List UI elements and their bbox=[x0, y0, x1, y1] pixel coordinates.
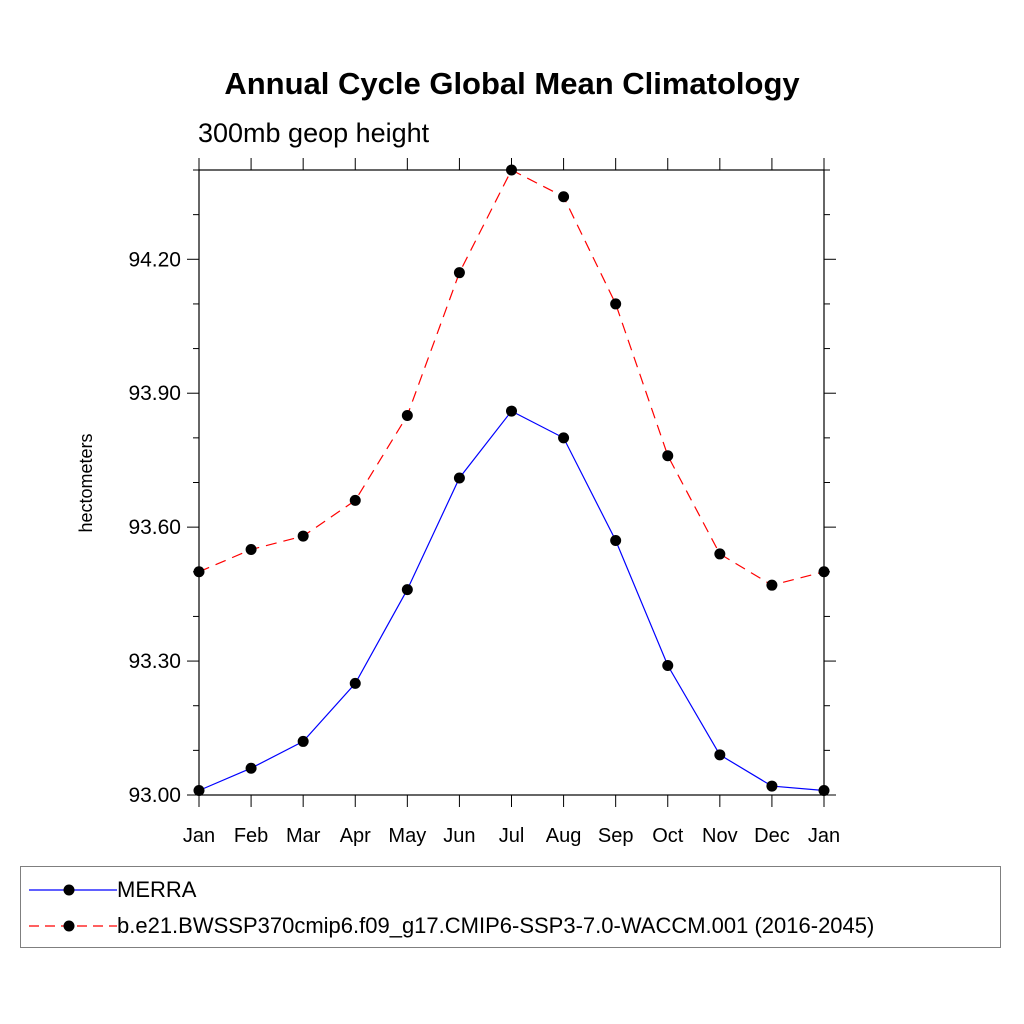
series-line-1 bbox=[198, 169, 825, 586]
y-tick-label: 93.00 bbox=[128, 784, 181, 807]
data-point-series-1 bbox=[610, 298, 622, 310]
data-point-series-1 bbox=[193, 566, 205, 578]
data-point-series-0 bbox=[245, 762, 257, 774]
y-axis-label: hectometers bbox=[76, 433, 96, 532]
series-line-0 bbox=[198, 410, 825, 792]
x-tick-label: Jan bbox=[808, 825, 840, 847]
y-tick-label: 93.90 bbox=[128, 382, 181, 405]
data-point-series-1 bbox=[506, 164, 517, 176]
x-tick-label: Jul bbox=[499, 825, 525, 847]
data-point-series-1 bbox=[401, 410, 413, 422]
legend: MERRA b.e21.BWSSP370cmip6.f09_g17.CMIP6-… bbox=[20, 866, 1001, 948]
data-point-series-1 bbox=[297, 530, 309, 542]
y-tick-label: 93.30 bbox=[128, 650, 181, 673]
data-point-series-0 bbox=[662, 660, 674, 672]
x-tick-label: Jan bbox=[183, 825, 215, 847]
x-tick-label: Sep bbox=[598, 825, 634, 847]
x-tick-label: Aug bbox=[546, 825, 582, 847]
data-point-series-0 bbox=[349, 677, 361, 689]
data-point-series-1 bbox=[818, 566, 830, 578]
x-tick-label: Oct bbox=[652, 825, 684, 847]
plot-frame bbox=[198, 169, 825, 796]
x-tick-label: Apr bbox=[340, 825, 371, 847]
x-tick-label: Mar bbox=[286, 825, 321, 847]
y-tick-label: 94.20 bbox=[128, 248, 181, 271]
x-tick-label: Jun bbox=[443, 825, 475, 847]
data-point-series-0 bbox=[453, 472, 465, 484]
data-point-series-1 bbox=[558, 191, 570, 203]
data-point-series-1 bbox=[245, 543, 257, 555]
legend-sample-waccm bbox=[29, 920, 117, 932]
data-point-series-1 bbox=[662, 450, 674, 462]
data-point-series-0 bbox=[297, 735, 309, 747]
chart-subtitle: 300mb geop height bbox=[198, 118, 430, 148]
legend-label-merra: MERRA bbox=[117, 877, 197, 902]
x-tick-label: Feb bbox=[234, 825, 268, 847]
legend-entry-waccm: b.e21.BWSSP370cmip6.f09_g17.CMIP6-SSP3-7… bbox=[21, 911, 874, 941]
chart-title: Annual Cycle Global Mean Climatology bbox=[224, 66, 800, 101]
data-point-series-1 bbox=[766, 579, 778, 591]
data-point-series-0 bbox=[193, 785, 205, 797]
data-point-series-0 bbox=[506, 405, 517, 417]
data-point-series-1 bbox=[453, 267, 465, 279]
data-point-series-1 bbox=[349, 494, 361, 506]
data-point-series-1 bbox=[714, 548, 726, 560]
data-point-series-0 bbox=[610, 535, 622, 547]
legend-sample-merra bbox=[29, 884, 117, 896]
data-point-series-0 bbox=[558, 432, 570, 444]
legend-label-waccm: b.e21.BWSSP370cmip6.f09_g17.CMIP6-SSP3-7… bbox=[117, 913, 875, 938]
x-tick-label: Nov bbox=[702, 825, 738, 847]
data-point-series-0 bbox=[714, 749, 726, 761]
y-tick-label: 93.60 bbox=[128, 516, 181, 539]
legend-entry-merra: MERRA bbox=[21, 875, 196, 905]
data-point-series-0 bbox=[766, 780, 778, 792]
x-tick-label: May bbox=[388, 825, 426, 847]
data-point-series-0 bbox=[818, 785, 830, 797]
data-point-series-0 bbox=[401, 584, 413, 596]
x-tick-label: Dec bbox=[754, 825, 790, 847]
